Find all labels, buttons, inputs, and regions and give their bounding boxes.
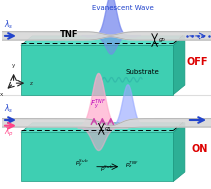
Text: z: z (29, 81, 32, 86)
Text: $\lambda_s$: $\lambda_s$ (4, 102, 14, 115)
Text: ON: ON (192, 144, 208, 154)
Text: $\lambda_p$: $\lambda_p$ (4, 126, 14, 139)
Text: OFF: OFF (186, 57, 208, 67)
Polygon shape (173, 123, 185, 181)
Text: $p_y^{Sub}$: $p_y^{Sub}$ (75, 158, 88, 170)
Text: Substrate: Substrate (125, 69, 159, 75)
Polygon shape (21, 132, 173, 181)
Text: TNF: TNF (60, 29, 78, 39)
Text: $F_y^{TNF}$: $F_y^{TNF}$ (90, 97, 106, 112)
Text: $p_z^{TNF}$: $p_z^{TNF}$ (125, 159, 139, 170)
Polygon shape (21, 36, 185, 45)
Text: y: y (12, 64, 15, 68)
Text: $\lambda_s$: $\lambda_s$ (4, 19, 14, 31)
Polygon shape (173, 36, 185, 94)
Text: x: x (0, 92, 4, 97)
Text: Evanescent Wave: Evanescent Wave (92, 5, 154, 11)
Text: $p^{Sub}$: $p^{Sub}$ (100, 164, 113, 174)
Polygon shape (21, 123, 185, 132)
Text: $g_0$: $g_0$ (158, 36, 166, 44)
Polygon shape (21, 45, 173, 94)
Text: $g_1$: $g_1$ (104, 125, 112, 133)
